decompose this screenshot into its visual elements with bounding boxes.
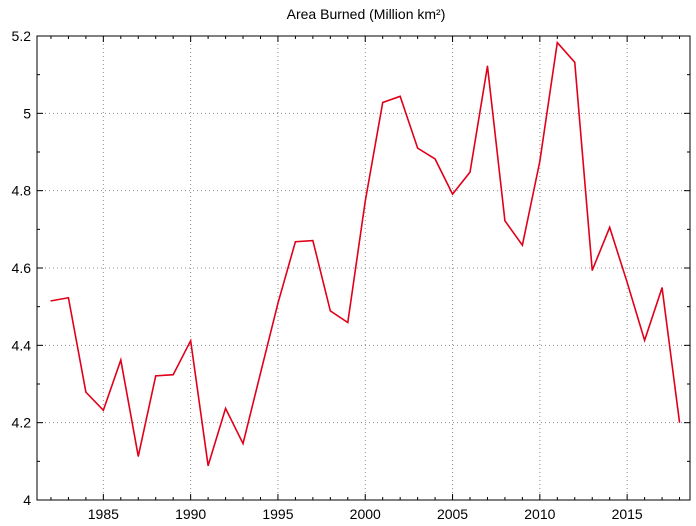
data-point [504,220,506,222]
data-point [451,193,454,195]
data-point [382,101,384,104]
chart-title: Area Burned (Million km²) [287,6,446,22]
data-point [224,407,227,409]
data-point [190,340,192,342]
data-point [539,160,541,162]
data-point [469,171,471,173]
data-point [207,464,209,467]
data-point [277,302,279,304]
data-point [347,321,349,324]
y-tick-label: 4 [23,492,31,508]
data-point [50,300,52,302]
data-point [137,455,139,457]
data-point [102,409,104,411]
data-point [609,226,611,228]
grid [37,36,690,500]
data-point [85,391,87,393]
data-point [329,310,331,312]
data-point [661,287,663,289]
y-tick-label: 4.6 [12,260,32,276]
x-tick-label: 1990 [175,506,206,522]
data-point [155,375,157,377]
y-tick-label: 4.8 [12,183,32,199]
data-point [259,372,262,374]
y-tick-label: 4.2 [12,415,32,431]
y-tick-label: 4.4 [12,337,32,353]
data-point [644,339,646,341]
data-point [556,41,558,44]
data-point [364,200,366,202]
x-tick-label: 2005 [437,506,468,522]
data-point [67,297,70,299]
data-point [521,244,523,246]
data-point [591,269,593,271]
data-point [120,359,122,361]
data-point [678,421,681,423]
data-point [486,65,489,67]
y-tick-label: 5.2 [12,28,32,44]
data-point [172,374,174,376]
x-tick-label: 2015 [612,506,643,522]
data-point [242,442,244,445]
x-tick-label: 2010 [524,506,555,522]
data-point [626,281,628,283]
x-tick-label: 1995 [262,506,293,522]
data-point [399,95,401,97]
data-point [574,61,576,63]
series-layer [50,40,681,467]
data-point [417,147,419,149]
axis-ticks [37,35,690,501]
x-tick-label: 2000 [350,506,381,522]
data-point [312,239,314,242]
x-tick-label: 1985 [88,506,119,522]
data-point [294,241,297,243]
axis-labels: 4 4.2 4.4 4.6 4.8 5 5.2 1985 1990 1995 2000 2005 201… [12,28,643,522]
series-line-0 [50,40,681,466]
data-point [434,158,436,160]
y-tick-label: 5 [23,105,31,121]
